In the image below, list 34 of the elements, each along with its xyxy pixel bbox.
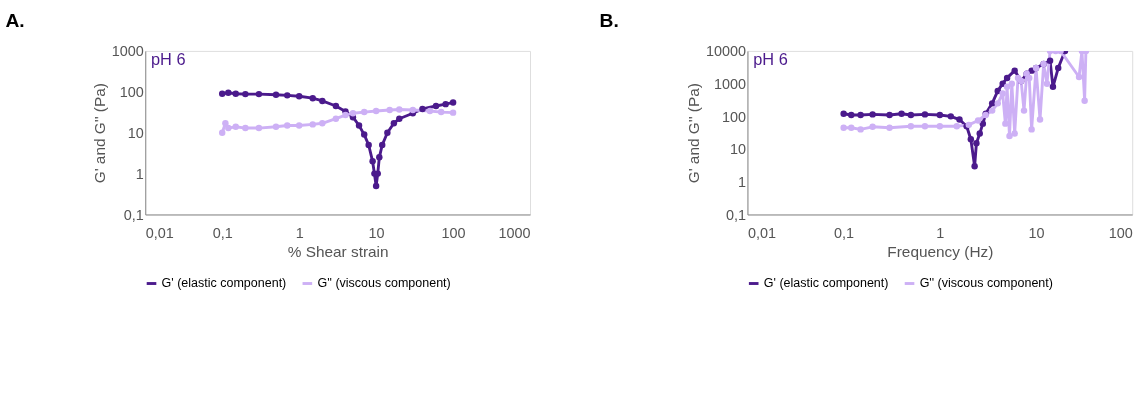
x-tick-label: 100 — [1108, 225, 1133, 242]
annotation: pH 6 — [753, 50, 788, 69]
legend-label: G'' (viscous component) — [317, 276, 451, 291]
y-tick-label: 1000 — [713, 75, 746, 92]
y-tick-label: 0,1 — [123, 206, 144, 223]
x-tick-label: 0,1 — [212, 225, 233, 242]
y-tick-label: 100 — [721, 108, 746, 125]
y-tick-label: 1 — [135, 165, 144, 182]
x-axis-title: % Shear strain — [287, 243, 389, 261]
x-tick-label: 0,1 — [834, 225, 855, 242]
x-tick-label: 1 — [936, 225, 945, 242]
x-tick-label: 0,01 — [747, 225, 776, 242]
y-axis-title: G' and G'' (Pa) — [90, 83, 108, 184]
chart-title: A. — [5, 9, 25, 31]
x-tick-label: 10 — [1028, 225, 1045, 242]
x-tick-label: 1000 — [498, 225, 531, 242]
chart-title: B. — [599, 9, 619, 31]
x-tick-label: 100 — [441, 225, 466, 242]
y-tick-label: 10000 — [705, 43, 746, 60]
y-axis-title: G' and G'' (Pa) — [685, 83, 703, 184]
x-tick-label: 10 — [368, 225, 385, 242]
y-tick-label: 0,1 — [725, 206, 746, 223]
x-tick-label: 1 — [295, 225, 304, 242]
y-tick-label: 10 — [729, 141, 746, 158]
legend-label: G' (elastic component) — [763, 276, 889, 291]
x-tick-label: 0,01 — [145, 225, 174, 242]
y-tick-label: 10 — [127, 125, 144, 142]
y-tick-label: 1000 — [111, 43, 144, 60]
legend-label: G'' (viscous component) — [919, 276, 1053, 291]
y-tick-label: 1 — [737, 174, 746, 191]
x-axis-title: Frequency (Hz) — [887, 243, 994, 261]
legend-label: G' (elastic component) — [161, 276, 287, 291]
annotation: pH 6 — [151, 50, 186, 69]
y-tick-label: 100 — [119, 84, 144, 101]
